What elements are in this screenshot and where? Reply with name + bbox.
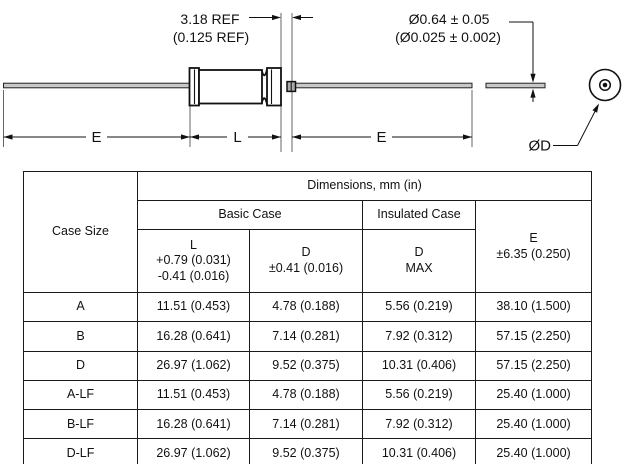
end-view-diameter-label: ØD bbox=[529, 138, 552, 155]
case-size-cell: A-LF bbox=[23, 379, 138, 411]
col-l-header: L +0.79 (0.031) -0.41 (0.016) bbox=[137, 229, 250, 293]
dim-l-label: L bbox=[233, 129, 241, 146]
case-size-cell: D-LF bbox=[23, 438, 138, 464]
dimensions-table: Case Size Dimensions, mm (in) Basic Case… bbox=[23, 171, 593, 464]
case-size-cell: B-LF bbox=[23, 409, 138, 440]
basic-case-header: Basic Case bbox=[137, 200, 363, 230]
lead-diameter-label-mm: Ø0.64 ± 0.05 bbox=[409, 11, 490, 27]
dimension-arrowheads bbox=[3, 14, 599, 140]
d-cell: 7.14 (0.281) bbox=[249, 321, 363, 352]
case-group-header-row: Basic Case Insulated Case E ±6.35 (0.250… bbox=[24, 200, 593, 293]
d-cell: 7.14 (0.281) bbox=[249, 409, 363, 440]
table-row: B 16.28 (0.641) 7.14 (0.281) 7.92 (0.312… bbox=[23, 321, 593, 352]
column-header-row: L +0.79 (0.031) -0.41 (0.016) D ±0.41 (0… bbox=[24, 229, 592, 293]
case-size-header: Case Size bbox=[23, 171, 138, 293]
lead-right-continuation bbox=[485, 82, 546, 89]
d-max-cell: 10.31 (0.406) bbox=[362, 350, 476, 381]
lead-end-view bbox=[588, 68, 622, 102]
col-d-max-header: D MAX bbox=[362, 229, 476, 293]
dimension-lines bbox=[3, 17, 598, 146]
d-max-cell: 5.56 (0.219) bbox=[362, 379, 476, 411]
e-cell: 57.15 (2.250) bbox=[474, 321, 593, 352]
e-cell: 38.10 (1.500) bbox=[474, 291, 593, 323]
case-size-cell: A bbox=[23, 291, 138, 323]
d-cell: 4.78 (0.188) bbox=[249, 379, 363, 411]
e-cell: 25.40 (1.000) bbox=[474, 409, 593, 440]
l-cell: 26.97 (1.062) bbox=[137, 350, 250, 381]
insulated-case-header: Insulated Case bbox=[362, 200, 476, 230]
table-row: B-LF 16.28 (0.641) 7.14 (0.281) 7.92 (0.… bbox=[23, 409, 593, 440]
e-cell: 25.40 (1.000) bbox=[474, 438, 593, 464]
d-max-cell: 10.31 (0.406) bbox=[362, 438, 476, 464]
end-view-center-dot bbox=[602, 82, 608, 88]
col-e-header: E ±6.35 (0.250) bbox=[474, 200, 593, 293]
table-row: D 26.97 (1.062) 9.52 (0.375) 10.31 (0.40… bbox=[23, 350, 593, 381]
d-max-cell: 5.56 (0.219) bbox=[362, 291, 476, 323]
l-cell: 16.28 (0.641) bbox=[137, 321, 250, 352]
case-size-cell: B bbox=[23, 321, 138, 352]
seal-ref-label-in: (0.125 REF) bbox=[173, 29, 249, 45]
capacitor-body bbox=[188, 67, 297, 107]
table-row: A-LF 11.51 (0.453) 4.78 (0.188) 5.56 (0.… bbox=[23, 379, 593, 411]
table-row: A 11.51 (0.453) 4.78 (0.188) 5.56 (0.219… bbox=[23, 291, 593, 323]
lead-left bbox=[3, 82, 191, 89]
l-cell: 26.97 (1.062) bbox=[137, 438, 250, 464]
capacitor-dimension-drawing: 3.18 REF (0.125 REF) Ø0.64 ± 0.05 (Ø0.02… bbox=[3, 11, 622, 155]
table-title: Dimensions, mm (in) bbox=[136, 171, 593, 201]
d-cell: 9.52 (0.375) bbox=[249, 438, 363, 464]
e-cell: 25.40 (1.000) bbox=[474, 379, 593, 411]
case-size-cell: D bbox=[23, 350, 138, 381]
body-right-cap bbox=[266, 67, 282, 107]
d-cell: 4.78 (0.188) bbox=[249, 291, 363, 323]
dim-e-right-label: E bbox=[376, 129, 386, 146]
table-row: D-LF 26.97 (1.062) 9.52 (0.375) 10.31 (0… bbox=[23, 438, 593, 464]
d-max-cell: 7.92 (0.312) bbox=[362, 409, 476, 440]
col-d-header: D ±0.41 (0.016) bbox=[249, 229, 363, 293]
l-cell: 16.28 (0.641) bbox=[137, 409, 250, 440]
seal-ref-label-mm: 3.18 REF bbox=[180, 11, 239, 27]
dim-e-left-label: E bbox=[91, 129, 101, 146]
e-cell: 57.15 (2.250) bbox=[474, 350, 593, 381]
l-cell: 11.51 (0.453) bbox=[137, 379, 250, 411]
table-title-row: Case Size Dimensions, mm (in) bbox=[23, 171, 593, 293]
lead-right bbox=[294, 82, 473, 89]
d-max-cell: 7.92 (0.312) bbox=[362, 321, 476, 352]
l-cell: 11.51 (0.453) bbox=[137, 291, 250, 323]
body-main bbox=[198, 69, 263, 105]
d-cell: 9.52 (0.375) bbox=[249, 350, 363, 381]
lead-diameter-label-in: (Ø0.025 ± 0.002) bbox=[395, 29, 501, 45]
